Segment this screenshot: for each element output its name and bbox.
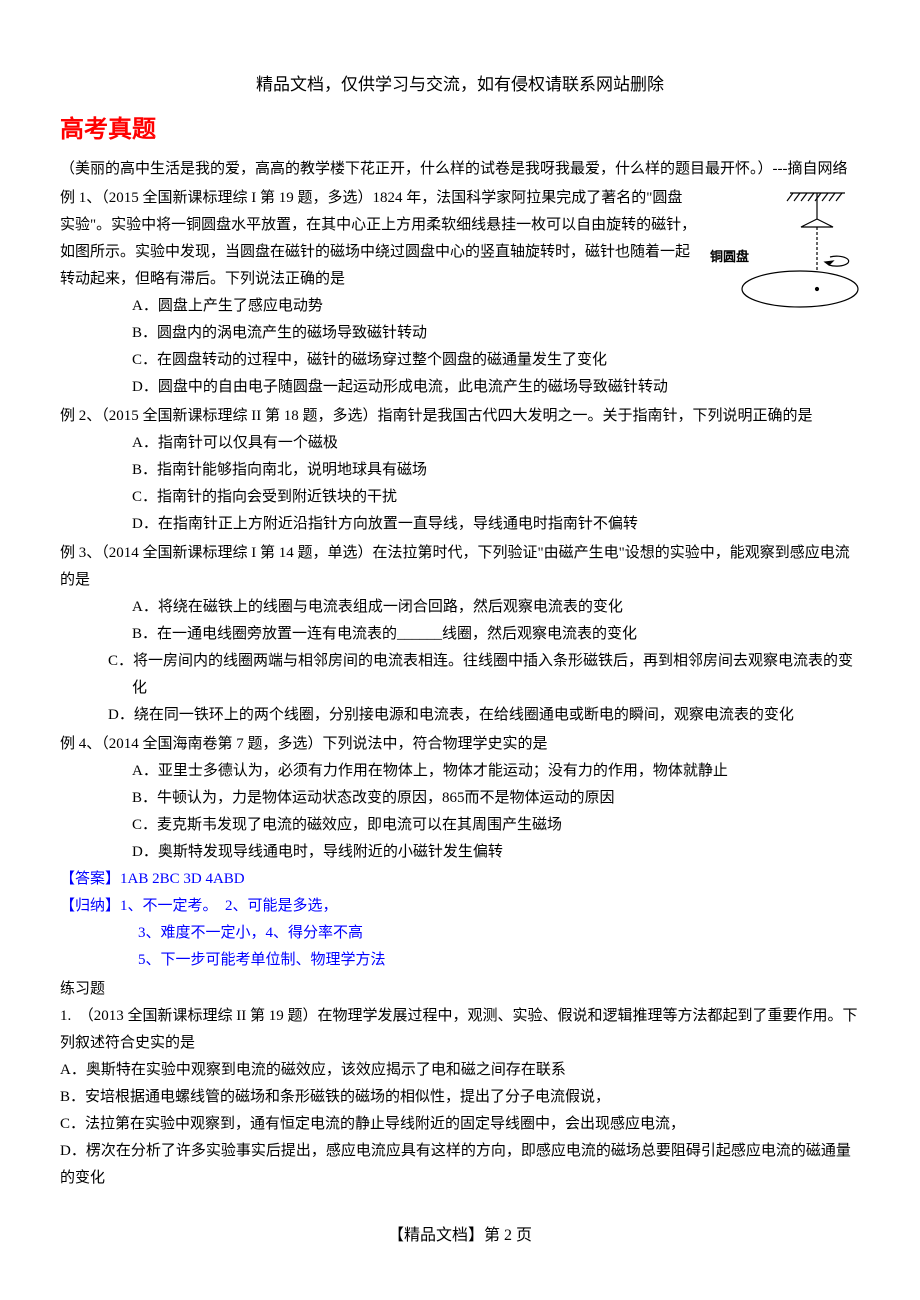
main-title: 高考真题	[60, 109, 860, 152]
header-notice: 精品文档，仅供学习与交流，如有侵权请联系网站删除	[60, 70, 860, 101]
answers-label: 【答案】	[60, 871, 120, 887]
question-3-option-b: B．在一通电线圈旁放置一连有电流表的______线圈，然后观察电流表的变化	[60, 621, 860, 648]
question-3-option-d: D．绕在同一铁环上的两个线圈，分别接电源和电流表，在给线圈通电或断电的瞬间，观察…	[60, 702, 860, 729]
question-3-text: 例 3、（2014 全国新课标理综 I 第 14 题，单选）在法拉第时代，下列验…	[60, 540, 860, 594]
question-4: 例 4、（2014 全国海南卷第 7 题，多选）下列说法中，符合物理学史实的是 …	[60, 731, 860, 866]
summary-label: 【归纳】	[60, 898, 120, 914]
question-4-option-d: D．奥斯特发现导线通电时，导线附近的小磁针发生偏转	[60, 839, 860, 866]
question-4-option-a: A．亚里士多德认为，必须有力作用在物体上，物体才能运动；没有力的作用，物体就静止	[60, 758, 860, 785]
diagram-container: 铜圆盘	[705, 189, 860, 349]
disk-experiment-diagram: 铜圆盘	[705, 189, 860, 339]
answers-text: 1AB 2BC 3D 4ABD	[120, 871, 245, 887]
question-2-option-c: C．指南针的指向会受到附近铁块的干扰	[60, 484, 860, 511]
summary-item-2: 3、难度不一定小，4、得分率不高	[60, 920, 860, 947]
practice-option-c: C．法拉第在实验中观察到，通有恒定电流的静止导线附近的固定导线圈中，会出现感应电…	[60, 1111, 860, 1138]
question-2-option-b: B．指南针能够指向南北，说明地球具有磁场	[60, 457, 860, 484]
answers: 【答案】1AB 2BC 3D 4ABD	[60, 866, 860, 893]
question-2: 例 2、（2015 全国新课标理综 II 第 18 题，多选）指南针是我国古代四…	[60, 403, 860, 538]
question-4-text: 例 4、（2014 全国海南卷第 7 题，多选）下列说法中，符合物理学史实的是	[60, 731, 860, 758]
question-2-option-d: D．在指南针正上方附近沿指针方向放置一直导线，导线通电时指南针不偏转	[60, 511, 860, 538]
question-3: 例 3、（2014 全国新课标理综 I 第 14 题，单选）在法拉第时代，下列验…	[60, 540, 860, 729]
summary: 【归纳】1、不一定考。 2、可能是多选，	[60, 893, 860, 920]
question-1-option-d: D．圆盘中的自由电子随圆盘一起运动形成电流，此电流产生的磁场导致磁针转动	[60, 374, 860, 401]
summary-item-3: 5、下一步可能考单位制、物理学方法	[60, 947, 860, 974]
practice-question: 1. （2013 全国新课标理综 II 第 19 题）在物理学发展过程中，观测、…	[60, 1003, 860, 1057]
footer: 【精品文档】第 2 页	[60, 1222, 860, 1251]
intro-text: （美丽的高中生活是我的爱，高高的教学楼下花正开，什么样的试卷是我呀我最爱，什么样…	[60, 156, 860, 183]
question-2-text: 例 2、（2015 全国新课标理综 II 第 18 题，多选）指南针是我国古代四…	[60, 403, 860, 430]
practice-option-b: B．安培根据通电螺线管的磁场和条形磁铁的磁场的相似性，提出了分子电流假说，	[60, 1084, 860, 1111]
question-3-option-c: C．将一房间内的线圈两端与相邻房间的电流表相连。往线圈中插入条形磁铁后，再到相邻…	[60, 648, 860, 702]
practice-option-a: A．奥斯特在实验中观察到电流的磁效应，该效应揭示了电和磁之间存在联系	[60, 1057, 860, 1084]
question-4-option-b: B．牛顿认为，力是物体运动状态改变的原因，865而不是物体运动的原因	[60, 785, 860, 812]
question-3-option-a: A．将绕在磁铁上的线圈与电流表组成一闭合回路，然后观察电流表的变化	[60, 594, 860, 621]
question-1-option-c: C．在圆盘转动的过程中，磁针的磁场穿过整个圆盘的磁通量发生了变化	[60, 347, 860, 374]
question-1: 铜圆盘 例 1、（2015 全国新课标理综 I 第 19 题，多选）1824 年…	[60, 185, 860, 401]
practice-title: 练习题	[60, 976, 860, 1003]
question-4-option-c: C．麦克斯韦发现了电流的磁效应，即电流可以在其周围产生磁场	[60, 812, 860, 839]
summary-item-1: 1、不一定考。 2、可能是多选，	[120, 898, 338, 914]
question-2-option-a: A．指南针可以仅具有一个磁极	[60, 430, 860, 457]
diagram-label-disk: 铜圆盘	[709, 249, 749, 264]
practice-option-d: D．楞次在分析了许多实验事实后提出，感应电流应具有这样的方向，即感应电流的磁场总…	[60, 1138, 860, 1192]
